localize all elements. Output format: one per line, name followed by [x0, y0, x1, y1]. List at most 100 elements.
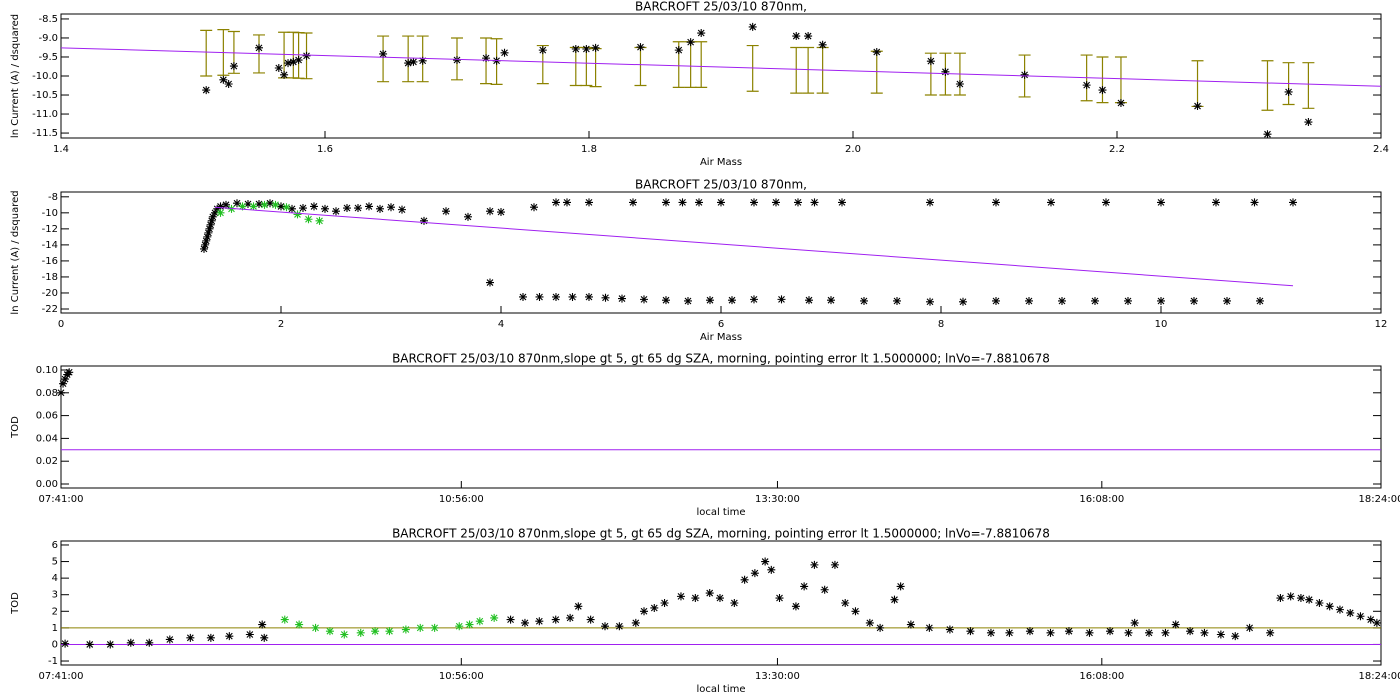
star-point — [1064, 627, 1073, 636]
y-tick-label: -11.0 — [32, 109, 58, 120]
x-tick-label: 6 — [718, 319, 724, 330]
star-point — [1190, 296, 1198, 305]
y-tick-label: -1 — [48, 656, 58, 667]
star-point — [959, 297, 967, 306]
error-bar — [1302, 62, 1315, 109]
star-point — [1325, 602, 1334, 611]
star-point — [1356, 612, 1365, 621]
star-point — [686, 38, 695, 47]
star-point — [1124, 296, 1132, 305]
y-tick-label: 5 — [52, 557, 58, 568]
y-tick-label: -10 — [42, 208, 58, 219]
star-point — [1304, 118, 1313, 127]
x-tick-label: 1.8 — [581, 144, 597, 155]
star-point — [851, 607, 860, 616]
x-tick-label: 10:56:00 — [439, 494, 484, 505]
star-point — [416, 623, 425, 632]
star-point — [1058, 296, 1066, 305]
star-point — [401, 625, 410, 634]
star-point — [1085, 628, 1094, 637]
y-tick-label: -20 — [42, 288, 58, 299]
x-tick-label: 1.4 — [53, 144, 69, 155]
star-point — [591, 43, 600, 52]
error-bar — [1114, 56, 1127, 104]
star-point — [1025, 627, 1034, 636]
error-bar — [569, 46, 582, 87]
star-point — [186, 633, 195, 642]
star-point — [519, 292, 527, 301]
error-bar — [1191, 60, 1204, 108]
star-point — [379, 49, 388, 58]
star-point — [61, 639, 70, 648]
star-point — [57, 388, 65, 397]
star-point — [1098, 86, 1107, 95]
star-point — [695, 198, 703, 207]
y-tick-label: -18 — [42, 272, 58, 283]
star-point — [838, 198, 846, 207]
y-tick-label: -8 — [48, 192, 58, 203]
star-point — [740, 575, 749, 584]
star-point — [211, 208, 219, 217]
star-point — [145, 638, 154, 647]
star-point — [676, 592, 685, 601]
star-point — [244, 200, 252, 209]
star-point — [748, 22, 757, 31]
star-point — [552, 292, 560, 301]
star-point — [1372, 618, 1381, 627]
x-tick-label: 16:08:00 — [1079, 494, 1124, 505]
y-axis-label: TOD — [10, 592, 21, 615]
star-point — [310, 202, 318, 211]
star-point — [288, 204, 296, 213]
star-point — [772, 198, 780, 207]
chart-title: BARCROFT 25/03/10 870nm, — [635, 0, 807, 14]
star-point — [1116, 99, 1125, 108]
star-point — [767, 565, 776, 574]
star-point — [830, 560, 839, 569]
star-point — [750, 569, 759, 578]
star-point — [585, 198, 593, 207]
star-point — [841, 599, 850, 607]
star-point — [245, 630, 254, 639]
x-axis-label: local time — [696, 507, 745, 518]
star-point — [486, 278, 494, 287]
star-point — [203, 232, 212, 241]
star-point — [568, 292, 577, 301]
star-point — [430, 623, 439, 632]
star-point — [1315, 599, 1324, 607]
star-point — [586, 615, 595, 624]
star-point — [551, 615, 560, 624]
y-tick-label: 0 — [52, 639, 58, 650]
star-point — [986, 628, 995, 637]
x-axis-label: Air Mass — [700, 157, 742, 168]
star-point — [706, 296, 714, 305]
star-point — [202, 86, 211, 95]
x-axis-label: Air Mass — [700, 332, 742, 343]
y-tick-label: 1 — [52, 623, 58, 634]
star-point — [1250, 198, 1259, 207]
star-point — [1025, 296, 1033, 305]
star-point — [660, 599, 669, 607]
star-point — [629, 198, 637, 207]
star-point — [1046, 628, 1055, 637]
star-point — [1047, 198, 1055, 207]
star-point — [385, 627, 394, 636]
star-point — [1186, 627, 1195, 636]
x-tick-label: 13:30:00 — [755, 494, 800, 505]
star-point — [486, 207, 494, 216]
star-point — [684, 296, 692, 305]
star-point — [475, 617, 484, 626]
star-point — [574, 602, 583, 611]
plot-frame — [60, 540, 1382, 666]
star-point — [465, 620, 474, 629]
x-tick-label: 8 — [938, 319, 944, 330]
star-point — [1020, 70, 1029, 79]
star-point — [222, 200, 230, 209]
y-axis-label: TOD — [10, 416, 21, 439]
y-tick-label: -12 — [42, 224, 58, 235]
star-point — [1366, 615, 1375, 624]
error-bar — [802, 46, 815, 94]
star-point — [650, 603, 659, 612]
star-point — [213, 204, 222, 213]
star-point — [820, 585, 829, 594]
star-point — [201, 240, 210, 249]
